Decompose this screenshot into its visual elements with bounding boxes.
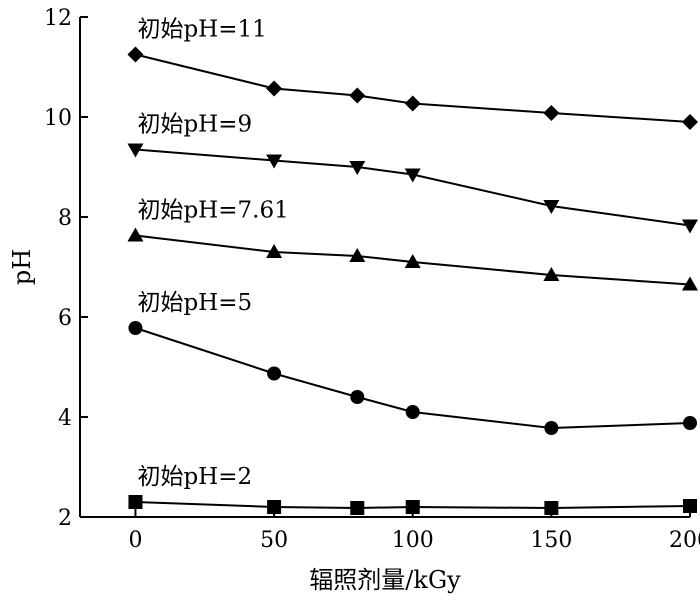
series-line <box>135 53 691 123</box>
series-layer: 初始pH=11 初始pH=9 初始pH=7.61 初始pH=5 初始pH=2 <box>127 17 698 515</box>
y-ticks: 2 4 6 8 10 12 <box>44 6 88 531</box>
axes <box>79 17 690 518</box>
data-point-diamond <box>404 95 421 112</box>
y-tick-label: 2 <box>58 506 72 531</box>
data-point-triangle-down <box>349 161 366 175</box>
x-tick-label: 150 <box>530 528 572 553</box>
series-line <box>135 327 691 430</box>
data-point-circle <box>683 416 697 430</box>
data-point-circle <box>267 366 282 381</box>
data-point-triangle-down <box>682 219 698 234</box>
x-tick-label: 0 <box>128 528 142 553</box>
data-point-diamond <box>127 46 144 63</box>
series-group: 初始pH=11 <box>127 17 698 130</box>
data-point-triangle-down <box>266 154 283 169</box>
series-label: 初始pH=2 <box>137 464 252 490</box>
data-point-circle <box>128 321 143 335</box>
series-label: 初始pH=11 <box>137 17 266 43</box>
data-point-triangle-up <box>682 276 698 291</box>
series-group: 初始pH=9 <box>127 112 698 234</box>
series-group: 初始pH=7.61 <box>127 198 698 291</box>
series-group: 初始pH=5 <box>128 290 697 435</box>
y-tick-label: 6 <box>58 306 72 331</box>
x-tick-label: 200 <box>669 528 700 553</box>
data-point-circle <box>350 390 365 404</box>
data-point-circle <box>544 421 559 435</box>
data-point-diamond <box>349 87 366 104</box>
data-point-square <box>267 500 282 514</box>
data-point-triangle-up <box>349 248 366 262</box>
series-label: 初始pH=5 <box>137 290 252 316</box>
series-label: 初始pH=9 <box>137 112 252 138</box>
y-tick-label: 4 <box>58 406 72 431</box>
data-point-square <box>128 495 143 509</box>
data-point-square <box>544 501 559 515</box>
y-tick-label: 8 <box>58 206 72 231</box>
series-group: 初始pH=2 <box>128 464 697 515</box>
series-line <box>135 148 691 227</box>
series-line <box>135 234 691 286</box>
data-point-diamond <box>266 80 283 97</box>
data-point-triangle-down <box>543 200 560 214</box>
data-point-triangle-up <box>543 267 560 281</box>
series-line <box>135 501 691 510</box>
x-tick-label: 100 <box>392 528 434 553</box>
y-axis-title: pH <box>8 249 36 285</box>
data-point-square <box>405 500 420 514</box>
x-axis-title: 辐照剂量/kGy <box>309 566 461 594</box>
y-tick-label: 10 <box>44 106 72 131</box>
data-point-square <box>350 501 365 515</box>
data-point-triangle-down <box>127 143 144 158</box>
data-point-diamond <box>682 114 698 130</box>
data-point-triangle-up <box>266 244 283 258</box>
data-point-diamond <box>543 105 560 121</box>
data-point-triangle-up <box>127 227 144 242</box>
y-tick-label: 12 <box>44 6 72 31</box>
data-point-triangle-down <box>404 168 421 183</box>
x-tick-label: 50 <box>260 528 288 553</box>
data-point-circle <box>405 405 420 419</box>
x-ticks: 0 50 100 150 200 <box>128 509 700 553</box>
data-point-triangle-up <box>404 254 421 268</box>
series-label: 初始pH=7.61 <box>137 198 288 224</box>
data-point-square <box>683 499 697 513</box>
